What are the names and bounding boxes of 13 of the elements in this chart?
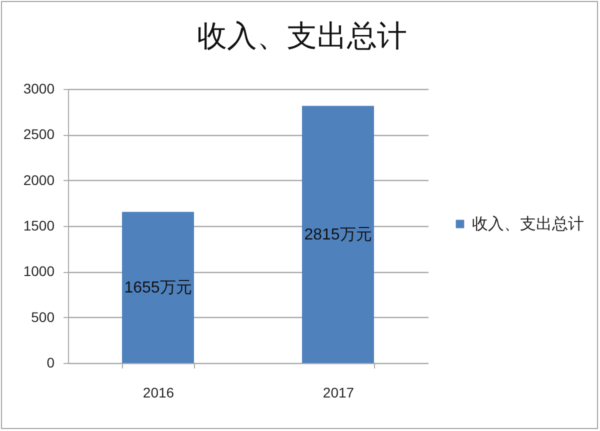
y-tick-label: 2500 <box>23 126 55 142</box>
y-tick-label: 1000 <box>23 263 55 280</box>
chart-title: 收入、支出总计 <box>197 20 407 53</box>
y-tick-label: 0 <box>46 354 55 370</box>
legend-label: 收入、支出总计 <box>472 215 584 233</box>
data-label: 2815万元 <box>304 226 372 244</box>
y-tick-label: 500 <box>31 308 55 325</box>
x-tick-label: 2017 <box>322 384 354 400</box>
data-label: 1655万元 <box>124 279 192 296</box>
y-tick-label: 3000 <box>23 80 55 96</box>
y-tick-label: 2000 <box>23 172 55 188</box>
y-tick-label: 1500 <box>23 218 55 234</box>
x-tick-label: 2016 <box>142 384 174 400</box>
